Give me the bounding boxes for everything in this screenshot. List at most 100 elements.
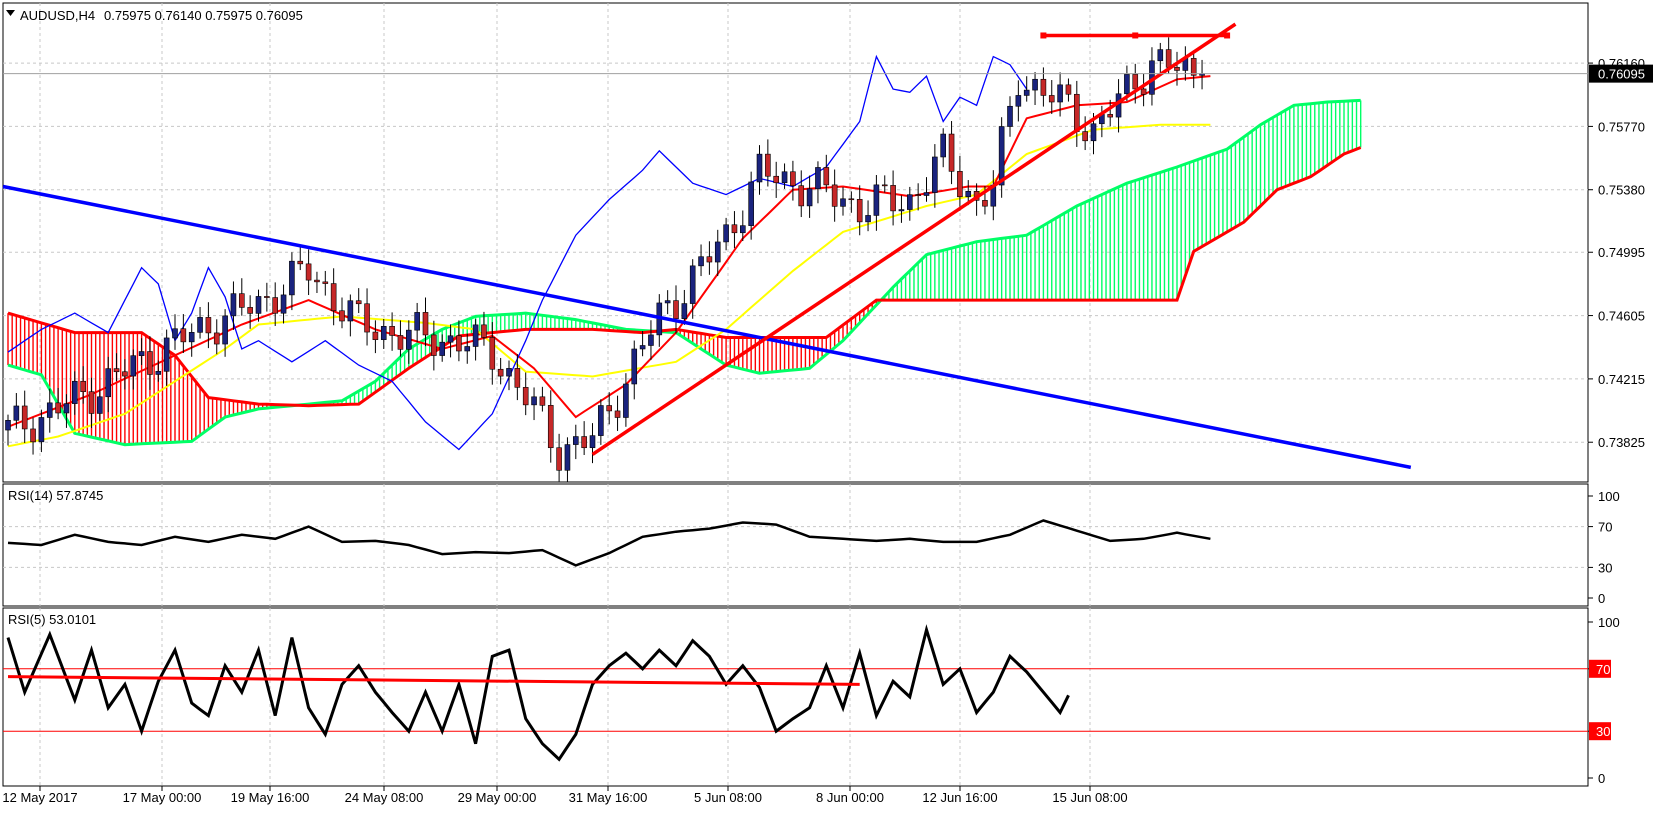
- candle-body: [21, 405, 28, 430]
- candle-body: [414, 312, 420, 331]
- price-tick-label: 0.74215: [1598, 372, 1645, 387]
- price-pane: 0.761600.757700.753800.749950.746050.742…: [2, 2, 1653, 483]
- candle-body: [38, 417, 45, 443]
- candle-body: [472, 324, 479, 347]
- candle-body: [72, 380, 78, 404]
- price-tick-label: 0.75770: [1598, 119, 1645, 134]
- rsi14-tick-label: 100: [1598, 489, 1620, 504]
- candle-body: [514, 368, 521, 388]
- senkou-span-a-line: [7, 98, 1361, 447]
- candle-body: [138, 351, 145, 356]
- time-axis-label: 5 Jun 08:00: [694, 790, 762, 805]
- candle-body: [456, 335, 462, 352]
- candle-body: [422, 312, 429, 336]
- candle-body: [188, 332, 195, 343]
- candle-body: [623, 383, 629, 418]
- rsi14-line: [7, 519, 1211, 567]
- candle-body: [172, 328, 178, 339]
- candle-body: [890, 185, 896, 212]
- candle-body: [163, 337, 170, 372]
- rsi14-axis: 100 70 30 0: [1588, 489, 1620, 606]
- candle-body: [915, 194, 921, 196]
- collapse-triangle-icon[interactable]: [6, 10, 15, 16]
- candle-body: [881, 184, 888, 187]
- candle-body: [748, 181, 754, 226]
- candle-body: [1174, 66, 1180, 71]
- candle-body: [1090, 123, 1097, 142]
- symbol-label: AUDUSD,H4: [20, 8, 95, 23]
- candle-body: [848, 198, 855, 201]
- candle-body: [30, 428, 36, 443]
- candle-body: [1007, 105, 1013, 127]
- price-tick-label: 0.75380: [1598, 183, 1645, 198]
- candle-body: [405, 329, 412, 350]
- rsi14-grid: [3, 484, 1588, 606]
- candle-body: [122, 371, 128, 377]
- senkou-span-b-line: [7, 146, 1362, 408]
- candle-body: [957, 171, 963, 198]
- ohlc-label: 0.75975 0.76140 0.75975 0.76095: [104, 8, 303, 23]
- candle-body: [1190, 58, 1197, 76]
- candle-body: [865, 215, 871, 223]
- candle-body: [1032, 78, 1038, 91]
- candle-body: [714, 241, 721, 263]
- rsi5-tick-label: 0: [1598, 771, 1605, 786]
- candle-body: [1082, 131, 1088, 142]
- candle-body: [1140, 88, 1147, 95]
- candle-body: [46, 402, 53, 418]
- candle-body: [798, 185, 805, 207]
- candle-body: [213, 332, 220, 345]
- rsi5-level-tag: [1589, 659, 1611, 678]
- candle-body: [197, 317, 203, 333]
- rsi5-trendline: [7, 675, 860, 686]
- price-tick-label: 0.74605: [1598, 309, 1645, 324]
- candle-body: [147, 351, 153, 375]
- rsi14-pane-frame: [2, 483, 1589, 607]
- candle-body: [631, 348, 638, 385]
- trendline-red: [591, 22, 1237, 456]
- rsi5-line: [6, 624, 1070, 762]
- candle-body: [80, 380, 86, 393]
- candle-body: [255, 296, 262, 314]
- candle-body: [1023, 89, 1030, 96]
- price-grid: [3, 3, 1588, 482]
- candle-body: [1040, 78, 1047, 96]
- candle-body: [1157, 49, 1164, 62]
- candle-body: [347, 300, 354, 322]
- candle-body: [1107, 114, 1113, 118]
- candle-body: [598, 405, 604, 436]
- candle-body: [339, 310, 345, 322]
- candle-body: [272, 297, 279, 314]
- candle-body: [689, 265, 696, 304]
- price-tick-label: 0.73825: [1598, 435, 1645, 450]
- candle-body: [264, 296, 270, 298]
- candle-body: [506, 368, 512, 377]
- candle-body: [723, 224, 729, 243]
- candle-body: [923, 192, 930, 196]
- ichimoku-cloud: [7, 100, 1362, 445]
- candle-body: [1165, 49, 1172, 68]
- candle-body: [497, 368, 504, 377]
- candle-body: [614, 410, 621, 418]
- candle-body: [305, 263, 312, 281]
- candle-body: [781, 171, 788, 184]
- price-pane-frame: [2, 2, 1589, 483]
- candle-body: [815, 167, 821, 190]
- candle-body: [364, 303, 370, 333]
- rsi14-tick-label: 0: [1598, 591, 1605, 606]
- candle-body: [481, 324, 487, 338]
- time-axis-label: 8 Jun 00:00: [816, 790, 884, 805]
- rsi5-axis: 100 0 70 30: [1588, 615, 1620, 786]
- candle-body: [105, 368, 111, 398]
- current-price-tag: [1589, 64, 1653, 83]
- rsi14-tick-label: 70: [1598, 520, 1612, 535]
- candle-body: [355, 300, 362, 305]
- candle-body: [230, 293, 237, 317]
- candle-body: [155, 371, 162, 375]
- price-trendlines: [2, 22, 1412, 470]
- candles: [5, 37, 1205, 483]
- rsi5-pane: 100 0 70 30 RSI(5) 53.0101: [2, 607, 1620, 787]
- candle-body: [97, 396, 103, 414]
- time-axis-label: 12 Jun 16:00: [922, 790, 997, 805]
- candle-body: [706, 256, 713, 263]
